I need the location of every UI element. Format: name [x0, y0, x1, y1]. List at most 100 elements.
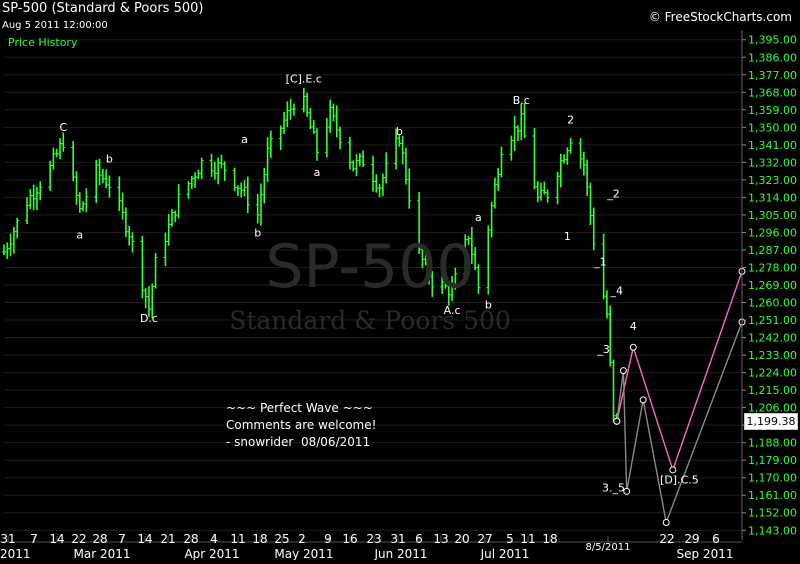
price-tick-label: 1,377.00 — [748, 69, 797, 82]
price-tick-label: 1,323.00 — [748, 174, 797, 187]
projection-line — [616, 321, 743, 526]
date-tick-label: 28 — [183, 532, 198, 546]
annotation-note: ~~~ Perfect Wave ~~~ Comments are welcom… — [226, 400, 406, 451]
wave-label: _4 — [610, 285, 624, 298]
date-tick-label: 22 — [659, 532, 674, 546]
price-axis: 1,143.00 1,152.00 1,161.00 1,170.00 1,179.00… — [741, 30, 797, 540]
brand-label: © FreeStockCharts.com — [648, 10, 792, 24]
date-tick-label: 31 — [390, 532, 405, 546]
price-tick-label: 1,287.00 — [748, 244, 797, 257]
month-label: Apr 2011 — [184, 547, 239, 560]
date-tick-label: 25 — [274, 532, 289, 546]
date-tick-label: 29 — [684, 532, 699, 546]
date-tick-label: 21 — [160, 532, 175, 546]
projection-point — [629, 343, 637, 351]
wave-label: C — [59, 121, 67, 134]
month-label: Jul 2011 — [480, 547, 530, 560]
date-tick-label: 28 — [92, 532, 107, 546]
date-tick-label: 8/5/2011 — [586, 542, 631, 553]
projection-point — [639, 396, 647, 404]
watermark-name: Standard & Poors 500 — [229, 306, 511, 335]
wave-label: b — [106, 152, 113, 165]
grid — [4, 39, 742, 531]
wave-label: b — [254, 226, 261, 239]
projection-point — [669, 466, 677, 474]
price-tick-label: 1,350.00 — [748, 121, 797, 134]
date-tick-label: 11 — [230, 532, 245, 546]
date-tick-label: 16 — [342, 532, 357, 546]
date-tick-label: 22 — [71, 532, 86, 546]
price-tick-label: 1,269.00 — [748, 279, 797, 292]
year-corner-label: 2011 — [0, 547, 31, 560]
price-tick-label: 1,314.00 — [748, 191, 797, 204]
price-tick-label: 1,143.00 — [748, 524, 797, 537]
price-tick-label: 1,233.00 — [748, 349, 797, 362]
date-tick-label: 18 — [542, 532, 557, 546]
date-tick-label: 31 — [0, 532, 15, 546]
wave-label: a — [314, 166, 321, 179]
wave-label: b — [396, 125, 403, 138]
price-tick-label: 1,368.00 — [748, 86, 797, 99]
date-tick-label: 13 — [433, 532, 448, 546]
date-tick-label: 7 — [30, 532, 38, 546]
wave-label: a — [76, 228, 83, 241]
date-axis: 31 7 14 22 28 7 14 21 28 4 11 18 25 2 9 16 23 31 6 13 20 27 5 1… — [0, 532, 742, 561]
wave-label: 4 — [630, 320, 637, 333]
price-tick-label: 1,395.00 — [748, 34, 797, 47]
date-tick-label: 7 — [118, 532, 126, 546]
chart-timestamp: Aug 5 2011 12:00:00 — [2, 20, 108, 31]
wave-label: 3._5 — [602, 481, 625, 494]
wave-label: A.c — [444, 304, 461, 317]
wave-label: D.c — [140, 312, 158, 325]
month-label: Sep 2011 — [677, 547, 734, 560]
price-tick-label: 1,296.00 — [748, 226, 797, 239]
legend-price-history[interactable]: Price History — [8, 36, 78, 49]
price-tick-label: 1,341.00 — [748, 139, 797, 152]
projection-lines — [613, 267, 746, 526]
wave-label: a — [475, 211, 482, 224]
wave-label: 2 — [567, 113, 574, 126]
date-tick-label: 4 — [210, 532, 218, 546]
price-tick-label: 1,188.00 — [748, 437, 797, 450]
price-tick-label: 1,260.00 — [748, 297, 797, 310]
wave-label: _3 — [596, 343, 610, 356]
projection-point — [662, 518, 670, 526]
wave-label: [D].C.5 — [660, 474, 699, 487]
price-tick-label: 1,386.00 — [748, 51, 797, 64]
price-tick-label: 1,224.00 — [748, 367, 797, 380]
projection-point — [613, 417, 621, 425]
wave-label: _2 — [606, 187, 620, 200]
date-tick-label: 18 — [252, 532, 267, 546]
wave-labels: Ca b D.c a b [C].E.c a b A.c a b B.c 2 1 _2 _1 _4 4 _3 3._5… — [59, 73, 698, 495]
date-tick-label: 14 — [49, 532, 64, 546]
price-tick-label: 1,152.00 — [748, 507, 797, 520]
price-tick-label: 1,206.00 — [748, 402, 797, 415]
price-tick-label: 1,215.00 — [748, 384, 797, 397]
date-tick-label: 14 — [137, 532, 152, 546]
price-bars — [2, 87, 619, 424]
price-tick-label: 1,161.00 — [748, 489, 797, 502]
chart-title: SP-500 (Standard & Poors 500) — [2, 1, 204, 16]
date-tick-label: 9 — [324, 532, 332, 546]
last-price-label: 1,199.38 — [744, 413, 798, 431]
month-label: Jun 2011 — [373, 547, 427, 560]
date-tick-label: 2 — [298, 532, 306, 546]
date-tick-label: 6 — [415, 532, 423, 546]
price-tick-label: 1,179.00 — [748, 454, 797, 467]
projection-point — [619, 367, 627, 375]
price-tick-label: 1,332.00 — [748, 156, 797, 169]
date-tick-label: 11 — [520, 532, 535, 546]
projection-line — [616, 271, 743, 473]
month-label: May 2011 — [274, 547, 333, 560]
price-tick-label: 1,278.00 — [748, 261, 797, 274]
wave-label: b — [485, 298, 492, 311]
note-line: - snowrider 08/06/2011 — [226, 435, 371, 449]
projection-point — [623, 487, 631, 495]
date-tick-label: 23 — [366, 532, 381, 546]
wave-label: 1 — [564, 230, 571, 243]
watermark-symbol: SP-500 — [265, 232, 475, 302]
price-tick-label: 1,305.00 — [748, 209, 797, 222]
month-label: Mar 2011 — [74, 547, 131, 560]
